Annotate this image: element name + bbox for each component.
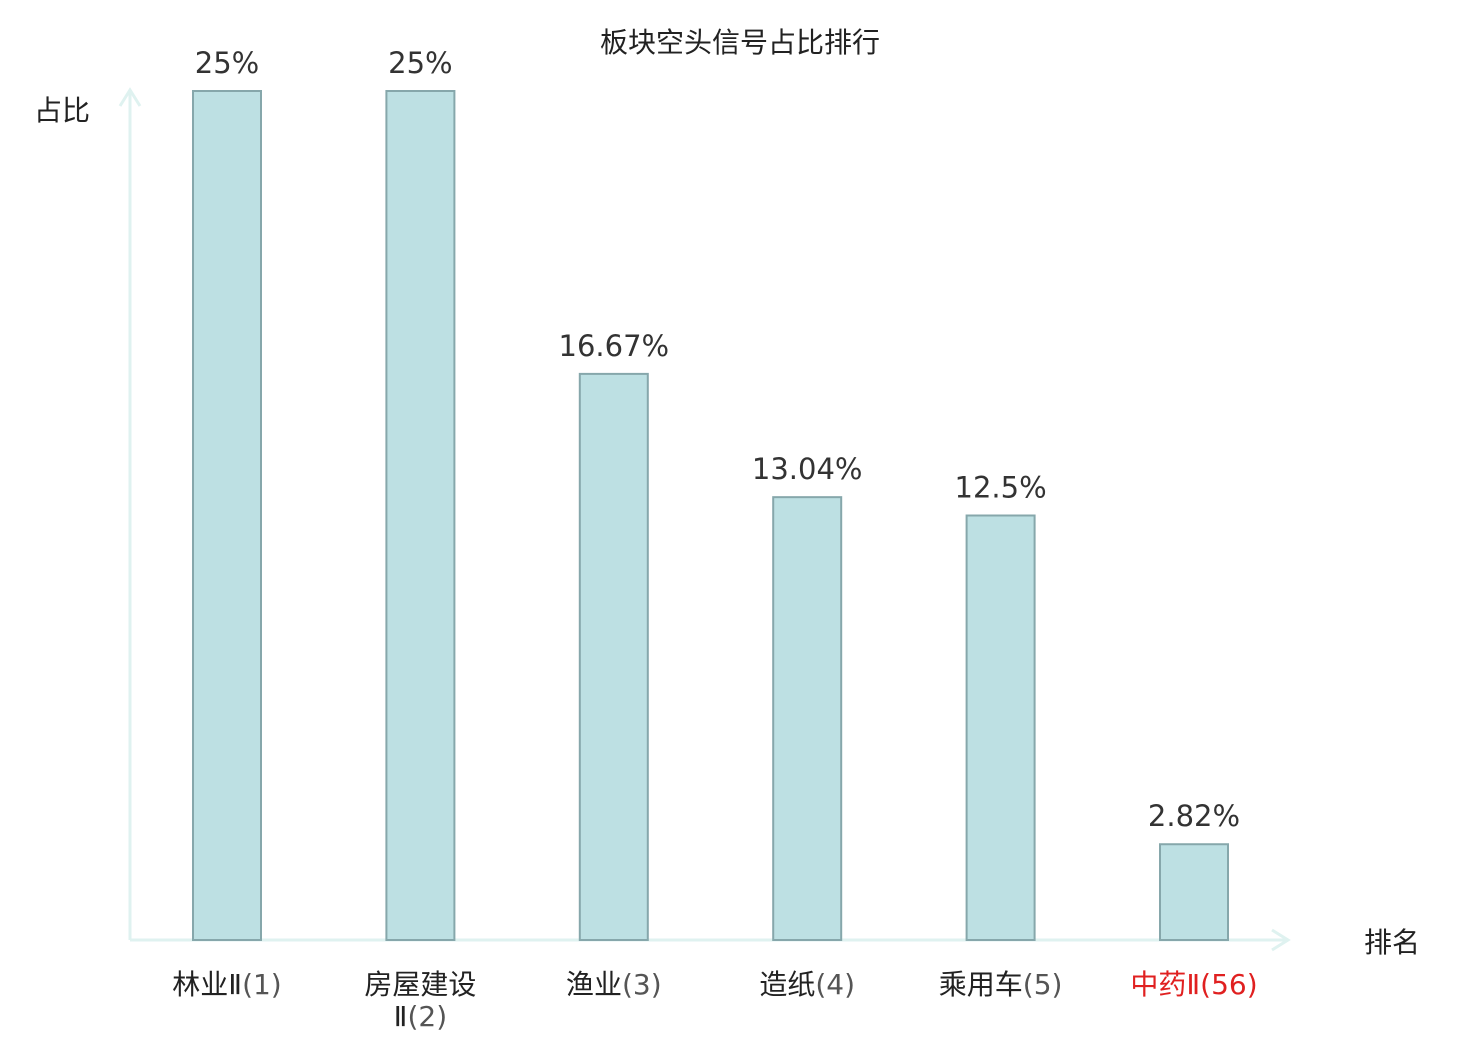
- category-label-1: 林业Ⅱ(1): [172, 968, 281, 1001]
- x-axis-arrow: [1271, 928, 1291, 952]
- value-label-6: 2.82%: [1148, 799, 1240, 833]
- bars-group: [192, 90, 1229, 942]
- value-label-5: 12.5%: [955, 471, 1047, 505]
- value-label-1: 25%: [195, 46, 259, 80]
- category-rank: (56): [1200, 968, 1257, 1001]
- value-label-3: 16.67%: [559, 329, 670, 363]
- chart-title: 板块空头信号占比排行: [600, 26, 880, 59]
- bar-6: [1159, 843, 1229, 941]
- category-name: 林业Ⅱ: [172, 968, 242, 1001]
- category-name: 中药Ⅱ: [1130, 968, 1200, 1001]
- bar-1: [192, 90, 262, 941]
- bar-5: [965, 514, 1036, 941]
- category-rank: (5): [1023, 968, 1063, 1001]
- category-label-6: 中药Ⅱ(56): [1130, 968, 1257, 1001]
- value-label-4: 13.04%: [752, 452, 863, 486]
- category-labels-group: 林业Ⅱ(1) 房屋建设 Ⅱ(2) 渔业(3) 造纸(4) 乘用车(5) 中药Ⅱ(56): [172, 968, 1257, 1033]
- bar-2: [385, 90, 456, 941]
- value-label-2: 25%: [388, 46, 452, 80]
- y-axis-label: 占比: [34, 94, 90, 127]
- bar-3: [578, 372, 649, 942]
- chart-axes: [118, 87, 1291, 952]
- category-name: 渔业: [566, 968, 622, 1001]
- category-name: 房屋建设: [364, 968, 476, 1001]
- category-rank: (3): [622, 968, 662, 1001]
- category-label-4: 造纸(4): [759, 968, 855, 1001]
- category-rank: (4): [815, 968, 855, 1001]
- category-name: 造纸: [759, 968, 815, 1001]
- value-labels-group: 25% 25% 16.67% 13.04% 12.5% 2.82%: [195, 46, 1240, 833]
- category-name: 乘用车: [939, 968, 1023, 1001]
- category-label-3: 渔业(3): [566, 968, 662, 1001]
- y-axis-arrow: [118, 87, 142, 107]
- bar-4: [772, 496, 843, 941]
- category-label-5: 乘用车(5): [939, 968, 1063, 1001]
- category-rank: (2): [407, 1000, 447, 1033]
- category-label-2: 房屋建设 Ⅱ(2): [364, 968, 476, 1033]
- category-rank: (1): [242, 968, 282, 1001]
- x-axis-label: 排名: [1364, 926, 1420, 959]
- category-name-cont: Ⅱ: [394, 1000, 408, 1033]
